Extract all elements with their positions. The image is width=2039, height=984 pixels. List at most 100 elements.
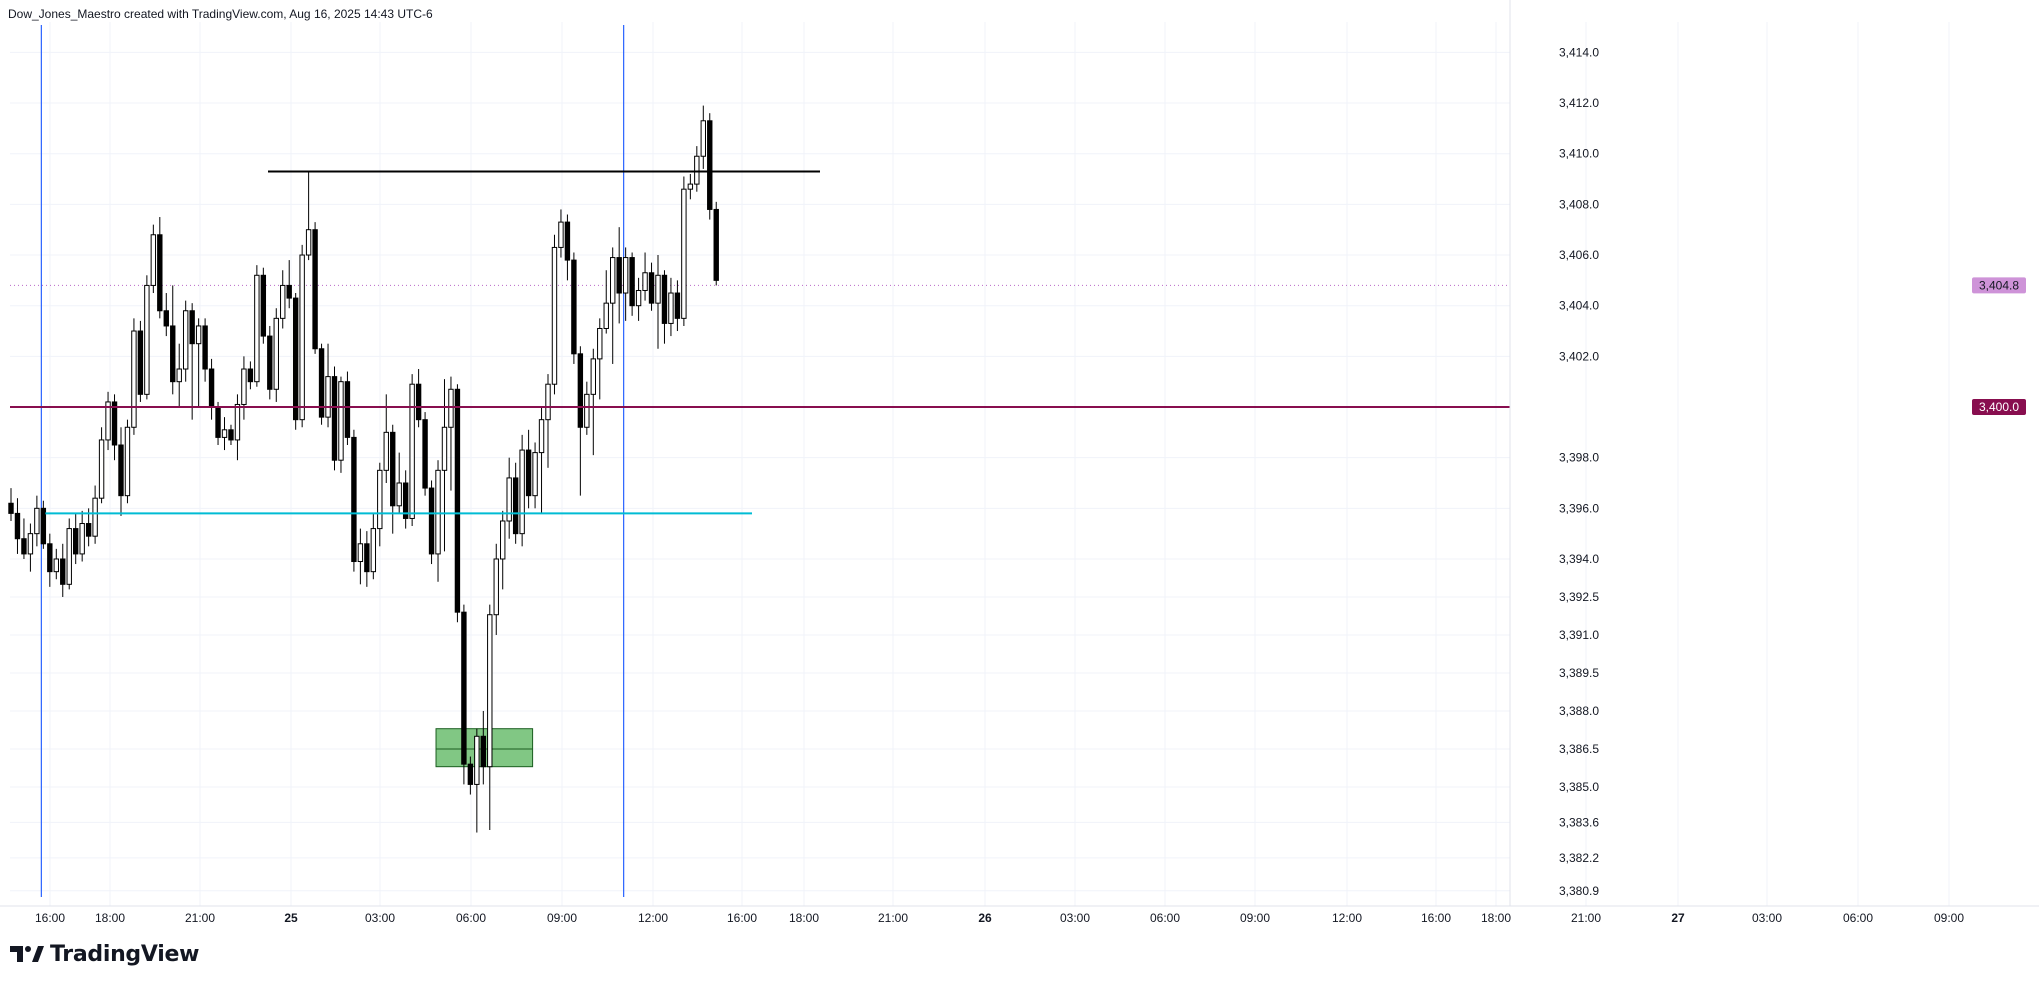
candle-body-bullish [441, 426, 448, 471]
candle-body-bearish [189, 310, 195, 345]
current-price-label-bg [1972, 277, 2026, 294]
time-tick-label: 18:00 [1481, 911, 1511, 925]
candle-body-bullish [241, 368, 247, 405]
candle-body-bearish [713, 208, 719, 281]
candle-body-bearish [208, 368, 215, 408]
candle-body-bullish [182, 310, 189, 370]
candle-body-bullish [538, 419, 545, 454]
candle-body-bullish [325, 376, 331, 418]
candle-body-bearish [215, 406, 221, 438]
candle-body-bullish [370, 528, 377, 573]
time-tick-label: 21:00 [1571, 911, 1601, 925]
time-tick-label: 12:00 [638, 911, 668, 925]
candle-body-bullish [500, 520, 506, 560]
time-tick-label: 18:00 [789, 911, 819, 925]
candle-body-bullish [144, 284, 150, 395]
candle-body-bullish [357, 543, 364, 563]
time-tick-label: 03:00 [1060, 911, 1090, 925]
candle-body-bearish [318, 348, 325, 418]
time-tick-label: 03:00 [365, 911, 395, 925]
candle-body-bearish [170, 325, 176, 383]
candle-body-bearish [525, 449, 532, 497]
price-tick-label: 3,391.0 [1559, 628, 1599, 642]
candle-body-bearish [157, 234, 163, 312]
candle-body-bearish [312, 229, 318, 350]
candle-body-bullish [66, 528, 72, 585]
candle-body-bullish [622, 257, 629, 294]
time-tick-label: 06:00 [1843, 911, 1873, 925]
candle-body-bearish [467, 763, 474, 785]
candle-body-bullish [668, 292, 674, 324]
candle-body-bearish [415, 383, 422, 421]
candle-body-bearish [163, 310, 169, 327]
candle-body-bullish [98, 439, 105, 499]
tradingview-logo-icon [10, 946, 44, 962]
candle-body-bullish [234, 403, 241, 441]
candle-body-bullish [53, 558, 59, 573]
candle-body-bullish [694, 155, 700, 185]
candle-body-bearish [629, 257, 635, 307]
time-tick-label: 03:00 [1752, 911, 1782, 925]
candle-series [8, 105, 719, 833]
candle-body-bullish [603, 302, 609, 329]
candle-body-bullish [27, 533, 34, 555]
candle-body-bullish [700, 120, 706, 157]
candle-body-bullish [558, 221, 564, 248]
candle-body-bullish [687, 183, 694, 190]
candle-body-bearish [292, 297, 299, 421]
candle-body-bullish [409, 383, 415, 519]
price-tick-label: 3,406.0 [1559, 248, 1599, 262]
candle-body-bearish [707, 120, 713, 210]
candle-body-bearish [111, 401, 118, 446]
candle-body-bullish [131, 330, 137, 428]
candle-body-bullish [105, 401, 111, 441]
candle-body-bullish [545, 383, 551, 421]
candle-body-bullish [474, 735, 480, 785]
candle-body-bullish [254, 274, 260, 383]
candle-body-bullish [635, 289, 642, 307]
time-axis[interactable]: 16:00 18:00 21:00 25 03:00 06:00 09:00 12:00 16:… [0, 905, 2039, 925]
candle-body-bullish [383, 431, 389, 471]
time-tick-label: 09:00 [1240, 911, 1270, 925]
candle-body-bullish [338, 381, 344, 461]
price-tick-label: 3,386.5 [1559, 742, 1599, 756]
candle-body-bearish [512, 477, 519, 535]
candle-body-bullish [377, 469, 383, 530]
candle-body-bearish [661, 274, 668, 324]
candle-body-bullish [487, 614, 493, 768]
candle-body-bearish [202, 325, 208, 370]
candle-body-bullish [34, 507, 40, 535]
time-tick-label: 16:00 [35, 911, 65, 925]
candle-body-bullish [176, 368, 182, 383]
candle-body-bullish [655, 274, 661, 304]
candle-body-bearish [60, 558, 66, 585]
price-tick-label: 3,389.5 [1559, 666, 1599, 680]
candle-body-bullish [506, 477, 512, 522]
chart-drawings[interactable] [10, 170, 1510, 515]
candle-body-bearish [428, 487, 435, 555]
time-tick-label: 06:00 [456, 911, 486, 925]
candle-body-bearish [8, 502, 14, 514]
tradingview-logo[interactable]: TradingView [10, 940, 199, 968]
candle-body-bullish [92, 497, 98, 537]
candle-body-bearish [247, 368, 254, 383]
candle-body-bearish [616, 257, 622, 294]
price-tick-label: 3,385.0 [1559, 780, 1599, 794]
price-tick-label: 3,392.5 [1559, 590, 1599, 604]
candle-body-bullish [532, 452, 538, 497]
candle-body-bullish [610, 257, 616, 304]
candle-body-bearish [118, 444, 124, 497]
candle-body-bearish [344, 381, 351, 438]
price-tick-label: 3,414.0 [1559, 45, 1599, 59]
candle-body-bullish [221, 429, 228, 438]
candle-body-bearish [85, 523, 92, 537]
price-axis[interactable]: 3,414.0 3,412.0 3,410.0 3,408.0 3,406.0 3,404… [1509, 0, 2026, 906]
chart-overlays [10, 25, 1510, 897]
candle-body-bearish [351, 436, 357, 563]
chart-credit: Dow_Jones_Maestro created with TradingVi… [8, 7, 433, 21]
candle-body-bearish [364, 543, 370, 573]
candle-body-bearish [402, 482, 409, 519]
price-tick-label: 3,383.6 [1559, 815, 1599, 829]
time-tick-label: 16:00 [1421, 911, 1451, 925]
